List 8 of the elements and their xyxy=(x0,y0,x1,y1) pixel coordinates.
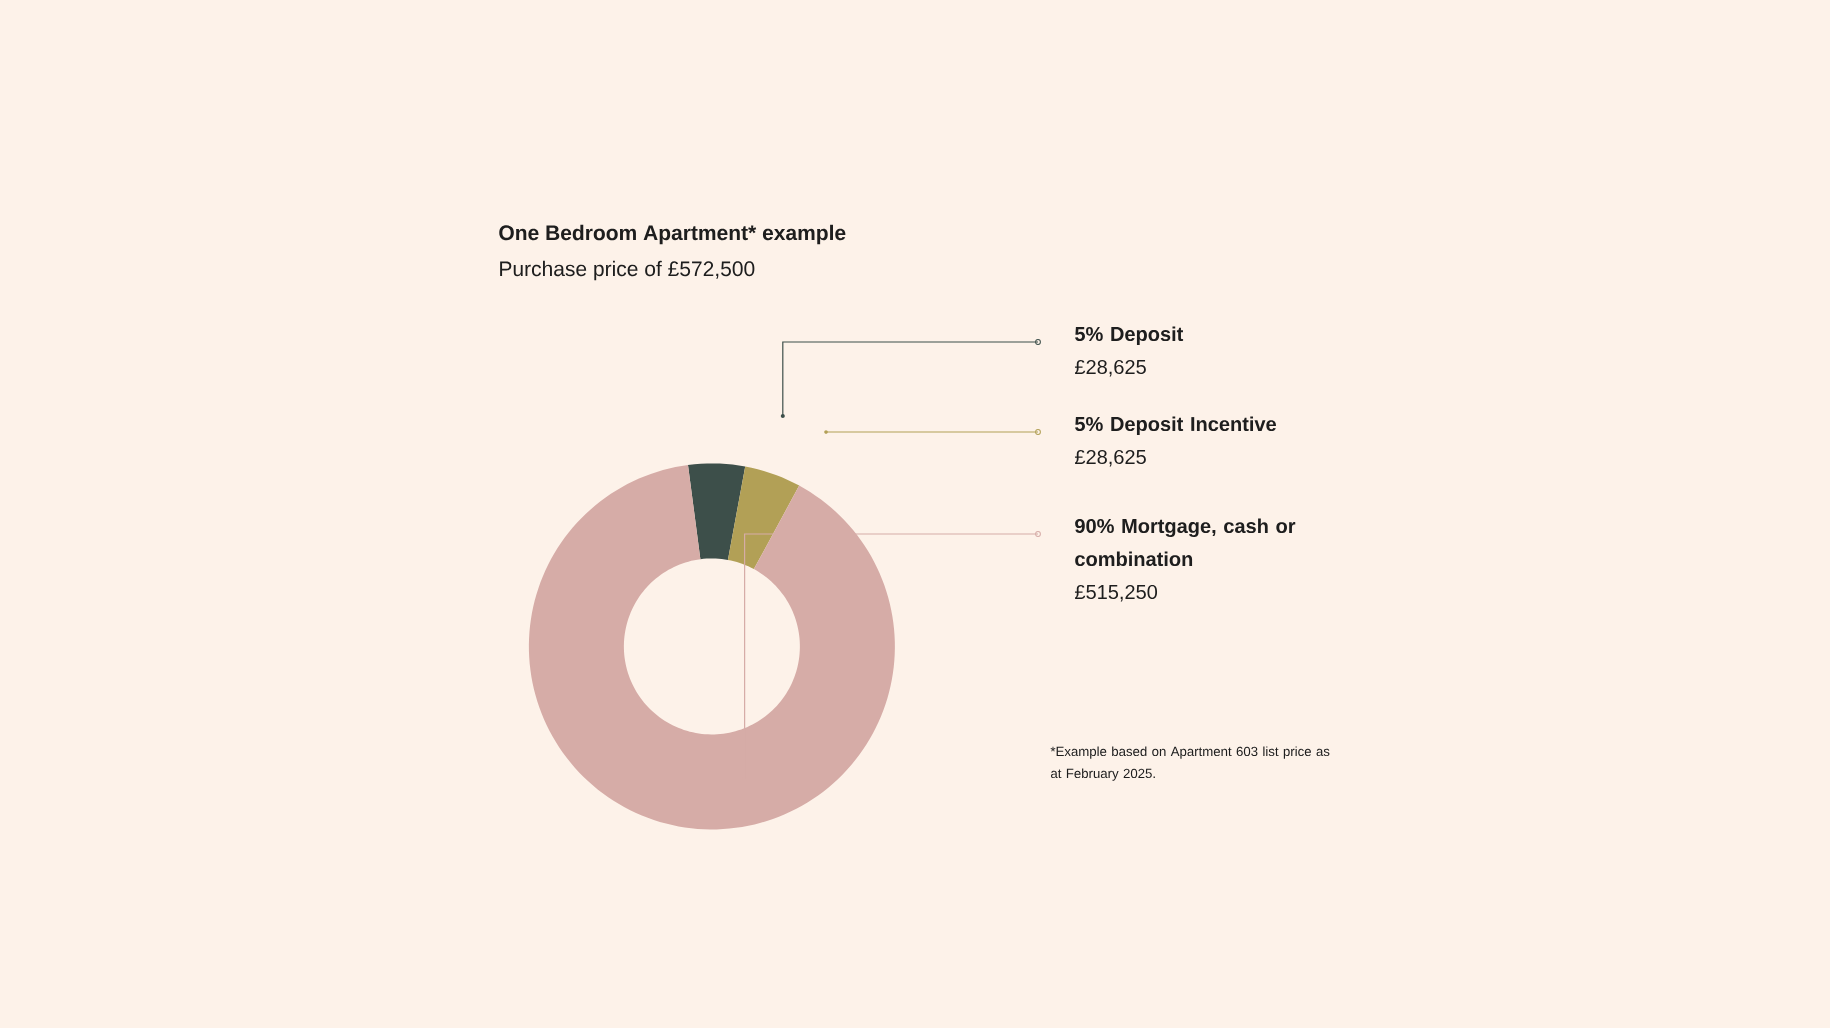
legend-label: 90% Mortgage, cash or combination xyxy=(1075,518,1296,567)
legend-label: 5% Deposit xyxy=(1075,326,1184,346)
data-label: £515,250 xyxy=(1074,584,1158,602)
data-label: £28,625 xyxy=(1074,359,1146,377)
chart-title: One Bedroom Apartment* example xyxy=(499,224,846,245)
legend-label: 5% Deposit Incentive xyxy=(1075,416,1276,436)
chart-subtitle: Purchase price of £572,500 xyxy=(500,260,755,281)
data-label: £28,625 xyxy=(1074,449,1146,467)
